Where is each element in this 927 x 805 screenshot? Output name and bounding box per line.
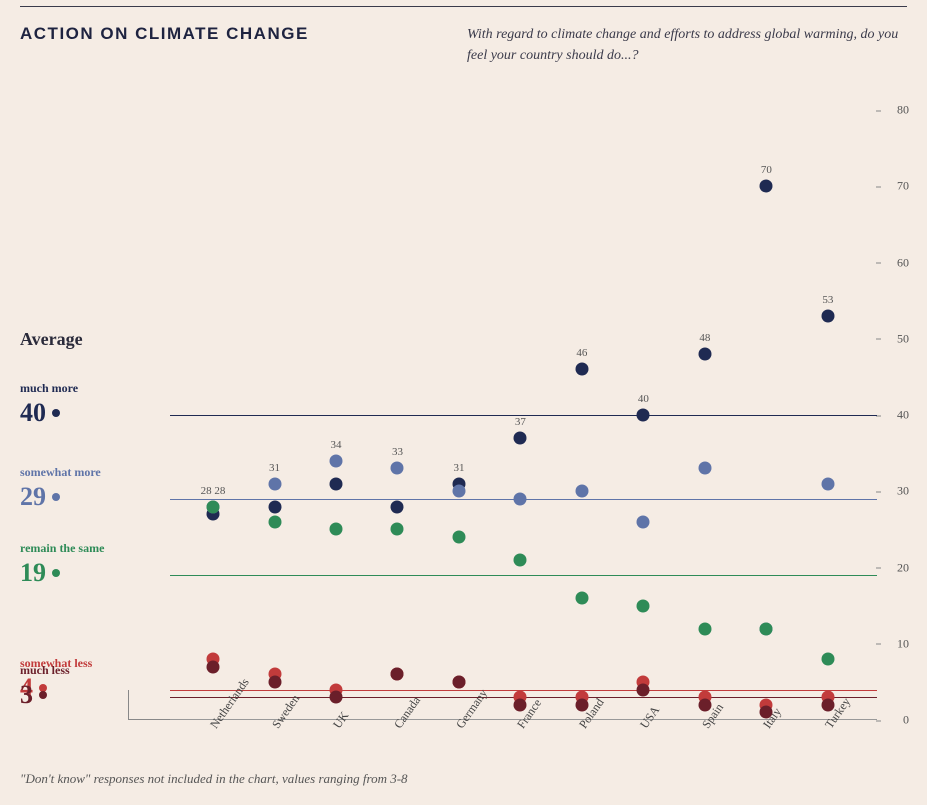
- data-point: [821, 653, 834, 666]
- data-point-label: 37: [515, 416, 526, 428]
- data-point-label: 53: [822, 294, 833, 306]
- data-point: [391, 523, 404, 536]
- data-point: [698, 698, 711, 711]
- data-point-label: 40: [638, 393, 649, 405]
- data-point: [575, 592, 588, 605]
- data-point-label: 33: [392, 446, 403, 458]
- avg-block-much_more: much more 40: [20, 381, 160, 428]
- header: ACTION ON CLIMATE CHANGE With regard to …: [20, 24, 907, 66]
- data-point: [637, 599, 650, 612]
- avg-value: 19: [20, 558, 46, 588]
- data-point: [268, 675, 281, 688]
- avg-line-somewhat_less: [170, 690, 877, 691]
- data-point: [514, 492, 527, 505]
- avg-label: somewhat more: [20, 465, 160, 480]
- avg-dot-icon: [52, 409, 60, 417]
- data-point: [391, 462, 404, 475]
- data-point: [637, 409, 650, 422]
- data-point-label: 34: [330, 439, 341, 451]
- avg-label: remain the same: [20, 541, 160, 556]
- footnote: "Don't know" responses not included in t…: [20, 771, 408, 787]
- data-point: [452, 675, 465, 688]
- data-point: [514, 553, 527, 566]
- data-point: [760, 180, 773, 193]
- data-point: [268, 477, 281, 490]
- x-label: UK: [330, 709, 352, 732]
- y-tick: 0: [903, 713, 909, 728]
- data-point: [575, 698, 588, 711]
- data-point: [760, 706, 773, 719]
- top-rule: [20, 6, 907, 7]
- data-point: [698, 348, 711, 361]
- avg-dot-icon: [52, 569, 60, 577]
- x-label: Canada: [391, 694, 424, 732]
- y-tick: 80: [897, 103, 909, 118]
- data-point: [637, 683, 650, 696]
- avg-value: 40: [20, 398, 46, 428]
- y-tick: 60: [897, 255, 909, 270]
- y-tick: 70: [897, 179, 909, 194]
- avg-value: 3: [20, 680, 33, 710]
- y-tick: 50: [897, 331, 909, 346]
- data-point: [329, 477, 342, 490]
- data-point: [268, 500, 281, 513]
- y-tick: 20: [897, 560, 909, 575]
- data-point: [698, 622, 711, 635]
- x-label: Germany: [453, 686, 491, 731]
- avg-block-remain_same: remain the same 19: [20, 541, 160, 588]
- data-point-label: 31: [269, 462, 280, 474]
- data-point: [821, 698, 834, 711]
- data-point-label: 70: [761, 164, 772, 176]
- y-tick: 30: [897, 484, 909, 499]
- data-point: [452, 485, 465, 498]
- data-point: [637, 515, 650, 528]
- avg-line-remain_same: [170, 575, 877, 576]
- data-point: [329, 691, 342, 704]
- data-point: [452, 531, 465, 544]
- average-heading: Average: [20, 329, 83, 350]
- avg-label: much more: [20, 381, 160, 396]
- data-point: [575, 363, 588, 376]
- avg-value: 29: [20, 482, 46, 512]
- data-point: [575, 485, 588, 498]
- data-point: [821, 309, 834, 322]
- data-point-label: 28 28: [201, 485, 226, 497]
- y-tick: 10: [897, 636, 909, 651]
- data-point: [207, 500, 220, 513]
- data-point: [329, 454, 342, 467]
- data-point: [391, 668, 404, 681]
- data-point: [329, 523, 342, 536]
- page-subtitle: With regard to climate change and effort…: [467, 24, 907, 66]
- avg-dot-icon: [52, 493, 60, 501]
- data-point: [698, 462, 711, 475]
- data-point: [207, 660, 220, 673]
- data-point: [391, 500, 404, 513]
- x-label: Netherlands: [207, 676, 253, 732]
- avg-block-somewhat_more: somewhat more 29: [20, 465, 160, 512]
- data-point: [821, 477, 834, 490]
- climate-chart: 01020304050607080Averagemuch more40somew…: [170, 110, 877, 720]
- data-point-label: 46: [576, 347, 587, 359]
- data-point: [514, 431, 527, 444]
- data-point: [514, 698, 527, 711]
- bracket: [128, 690, 170, 721]
- data-point-label: 48: [699, 332, 710, 344]
- x-label: USA: [637, 703, 663, 731]
- avg-dot-icon: [39, 691, 47, 699]
- data-point: [760, 622, 773, 635]
- page-title: ACTION ON CLIMATE CHANGE: [20, 24, 309, 66]
- y-tick: 40: [897, 408, 909, 423]
- data-point-label: 31: [453, 462, 464, 474]
- avg-label: much less: [20, 663, 160, 678]
- data-point: [268, 515, 281, 528]
